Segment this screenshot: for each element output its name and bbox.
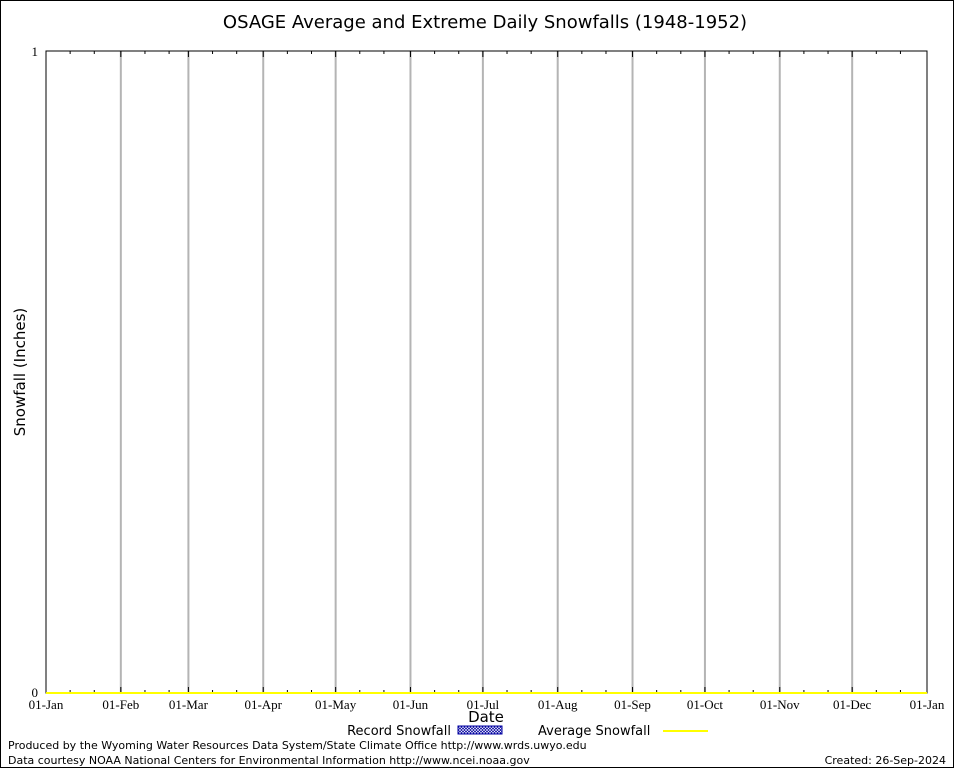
footer-data-courtesy: Data courtesy NOAA National Centers for … — [8, 754, 530, 767]
y-tick-label-0: 0 — [32, 685, 39, 700]
x-tick-label: 01-Dec — [833, 697, 871, 712]
x-tick-label: 01-May — [315, 697, 357, 712]
x-tick-label: 01-Jul — [467, 697, 500, 712]
x-tick-label: 01-Jan — [29, 697, 64, 712]
legend-average-label: Average Snowfall — [538, 724, 650, 739]
chart-title: OSAGE Average and Extreme Daily Snowfall… — [223, 12, 747, 33]
footer-created: Created: 26-Sep-2024 — [825, 754, 946, 767]
footer-produced-by: Produced by the Wyoming Water Resources … — [8, 739, 587, 752]
plot-frame — [45, 50, 928, 694]
x-tick-label: 01-Apr — [244, 697, 282, 712]
legend-record-label: Record Snowfall — [347, 724, 451, 739]
y-tick-label-1: 1 — [32, 44, 39, 59]
legend-record-swatch — [457, 725, 503, 735]
x-tick-label: 01-Nov — [760, 697, 800, 712]
x-axis-label: Date — [468, 708, 504, 726]
x-tick-label: 01-Jun — [393, 697, 429, 712]
x-tick-label: 01-Feb — [102, 697, 139, 712]
x-tick-label: 01-Mar — [169, 697, 209, 712]
x-tick-label: 01-Jan — [910, 697, 945, 712]
x-tick-label: 01-Sep — [614, 697, 651, 712]
x-tick-label: 01-Oct — [687, 697, 723, 712]
x-tick-label: 01-Aug — [538, 697, 578, 712]
y-axis-label: Snowfall (Inches) — [11, 308, 29, 436]
